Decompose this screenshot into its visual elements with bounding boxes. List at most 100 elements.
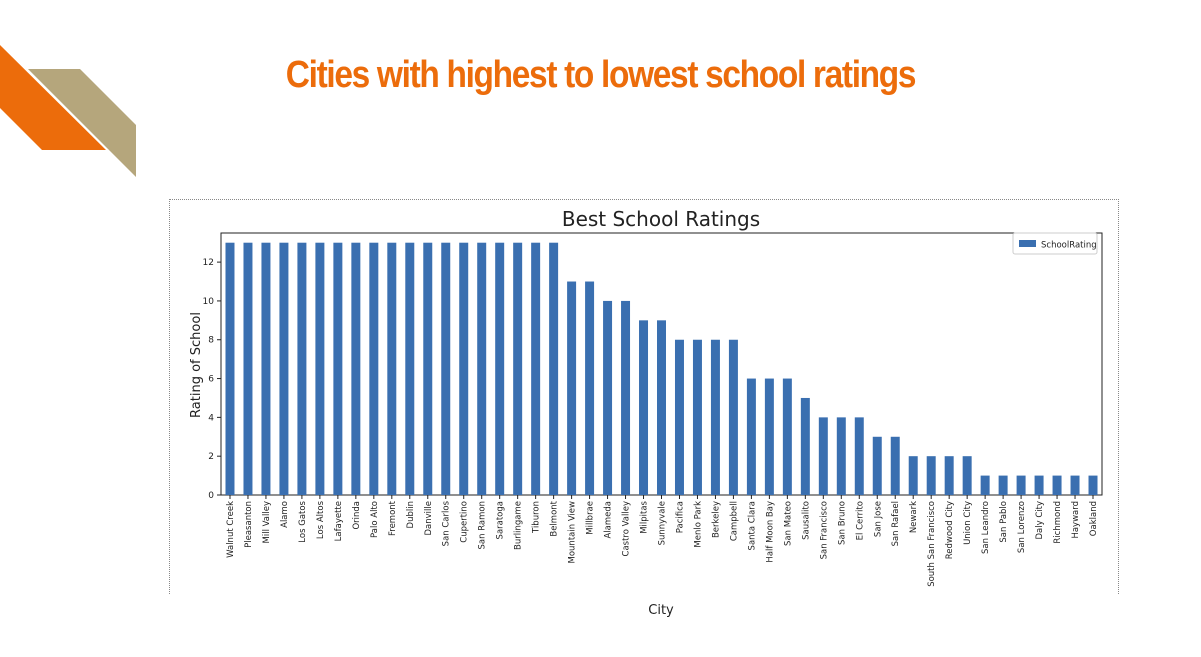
y-tick-label: 8: [208, 336, 214, 346]
x-tick-label: Berkeley: [711, 501, 721, 538]
y-tick-label: 2: [208, 452, 214, 462]
chart-frame: Best School Ratings Rating of School Cit…: [169, 199, 1119, 618]
x-tick-label: San Carlos: [442, 500, 452, 546]
x-tick-label: Cupertino: [460, 501, 470, 543]
x-tick-label: Oakland: [1089, 501, 1099, 536]
bar: [585, 281, 595, 495]
bar: [387, 242, 397, 495]
bar: [513, 242, 523, 495]
x-tick-label: Lafayette: [334, 501, 344, 541]
x-tick-label: Newark: [909, 501, 919, 533]
bar: [890, 436, 900, 495]
x-tick-label: Milpitas: [640, 500, 650, 533]
x-tick-label: San Bruno: [837, 501, 847, 545]
bar: [279, 242, 289, 495]
bar: [405, 242, 415, 495]
bar: [315, 242, 325, 495]
x-tick-label: Pacifica: [675, 501, 685, 533]
bar: [926, 456, 936, 495]
bar: [710, 339, 720, 495]
chart-title: Best School Ratings: [562, 207, 760, 231]
x-tick-label: Campbell: [729, 501, 739, 541]
x-tick-label: Dublin: [406, 501, 416, 528]
x-tick-label: Union City: [963, 501, 973, 545]
x-tick-label: Tiburon: [532, 501, 542, 534]
bar: [225, 242, 235, 495]
bar: [243, 242, 253, 495]
bar: [603, 300, 613, 495]
bar: [567, 281, 577, 495]
bar: [261, 242, 271, 495]
y-tick-label: 6: [208, 375, 214, 385]
x-tick-label: San Leandro: [981, 501, 991, 554]
bar: [980, 475, 990, 495]
x-tick-label: El Cerrito: [855, 501, 865, 540]
x-tick-label: Sausalito: [801, 501, 811, 540]
x-tick-label: Hayward: [1071, 501, 1081, 539]
x-tick-label: Alameda: [604, 501, 614, 539]
x-axis-label: City: [648, 603, 674, 618]
bar: [477, 242, 487, 495]
x-tick-label: Mountain View: [568, 501, 578, 564]
bar: [495, 242, 505, 495]
bar: [728, 339, 738, 495]
x-tick-label: Palo Alto: [370, 501, 380, 538]
bar: [998, 475, 1008, 495]
bar: [441, 242, 451, 495]
x-tick-label: Menlo Park: [693, 501, 703, 548]
x-tick-label: San Lorenzo: [1017, 501, 1027, 553]
y-tick-label: 4: [208, 413, 214, 423]
bar: [639, 320, 649, 495]
x-tick-label: Mill Valley: [262, 501, 272, 543]
bar: [531, 242, 541, 495]
bar: [836, 417, 846, 495]
x-tick-label: Belmont: [550, 500, 560, 536]
bar: [1016, 475, 1026, 495]
bar: [818, 417, 828, 495]
bar: [692, 339, 702, 495]
bar: [1034, 475, 1044, 495]
bar: [423, 242, 433, 495]
x-tick-label: San Jose: [873, 501, 883, 537]
tan-stripe-shape: [28, 69, 136, 177]
x-tick-label: San Mateo: [783, 501, 793, 546]
x-tick-label: Los Gatos: [298, 500, 308, 542]
y-tick-label: 10: [203, 297, 215, 307]
bar: [297, 242, 307, 495]
bar: [962, 456, 972, 495]
x-tick-label: Pleasanton: [244, 501, 254, 548]
bar: [1088, 475, 1098, 495]
bar: [782, 378, 792, 495]
legend-label: SchoolRating: [1041, 241, 1097, 251]
bar: [674, 339, 684, 495]
bar: [908, 456, 918, 495]
legend-swatch: [1019, 240, 1036, 247]
bar: [800, 397, 810, 495]
y-tick-label: 0: [208, 491, 214, 501]
corner-decoration: [0, 45, 136, 177]
bar: [746, 378, 756, 495]
x-tick-label: Half Moon Bay: [765, 501, 775, 563]
bar: [854, 417, 864, 495]
x-tick-label: Castro Valley: [622, 501, 632, 556]
x-tick-label: Walnut Creek: [226, 501, 236, 558]
bar: [944, 456, 954, 495]
legend: SchoolRating: [1012, 232, 1098, 255]
bar: [764, 378, 774, 495]
x-tick-label: South San Francisco: [927, 501, 937, 587]
x-tick-label: Millbrae: [586, 501, 596, 535]
x-tick-label: Daly City: [1035, 501, 1045, 540]
bar: [333, 242, 343, 495]
x-tick-label: Alamo: [280, 501, 290, 528]
x-tick-label: Sunnyvale: [658, 501, 668, 545]
bar: [369, 242, 379, 495]
y-axis-label: Rating of School: [189, 312, 204, 418]
x-tick-label: Santa Clara: [747, 501, 757, 550]
bar: [872, 436, 882, 495]
x-tick-label: Richmond: [1053, 501, 1063, 544]
x-tick-label: San Francisco: [819, 501, 829, 559]
bar: [549, 242, 559, 495]
bar: [459, 242, 469, 495]
bar-chart: Best School Ratings Rating of School Cit…: [189, 207, 1103, 618]
x-tick-label: San Pablo: [999, 501, 1009, 543]
